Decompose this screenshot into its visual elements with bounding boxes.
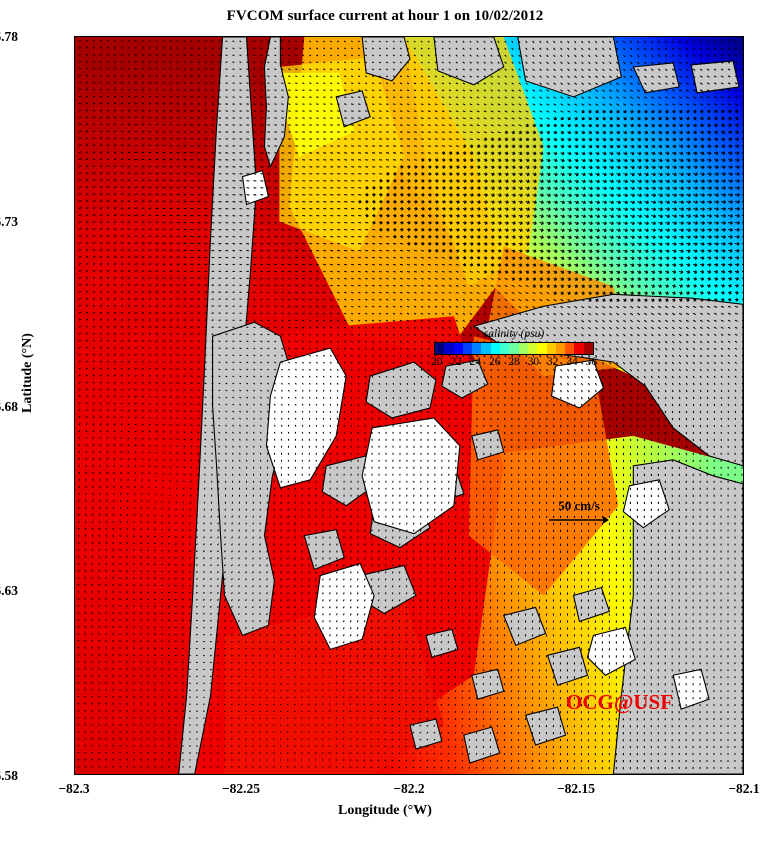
colorbar-tick-32: 32 [546,356,559,368]
x-tick-82-10: −82.1 [728,781,760,796]
colorbar-swatch-10 [527,343,538,354]
colorbar-tick-20: 20 [431,356,443,368]
y-tick-26-68: 26.68 [0,399,18,414]
colorbar-swatch-16 [583,343,594,354]
colorbar-swatch-0 [435,343,445,354]
colorbar-swatch-4 [472,343,482,354]
colorbar-tick-28: 28 [508,356,520,368]
velocity-scale-label: 50 cm/s [558,498,600,513]
colorbar-swatch-13 [555,343,566,354]
colorbar-tick-24: 24 [469,356,482,368]
colorbar-swatch-7 [500,343,510,354]
colorbar-swatch-14 [565,343,575,354]
x-axis-label: Longitude (°W) [338,803,432,818]
velocity-scale-arrow-icon [549,516,609,524]
y-tick-26-58: 26.58 [0,768,18,783]
colorbar-swatch-8 [509,343,519,354]
colorbar-swatch-3 [462,343,473,354]
colorbar-tick-36: 36 [585,356,598,368]
colorbar-swatch-2 [453,343,463,354]
current-vector-layer [77,40,743,770]
colorbar-swatch-5 [481,343,491,354]
colorbar-swatch-12 [546,343,556,354]
colorbar-tick-30: 30 [527,356,540,368]
colorbar-tick-22: 22 [450,356,462,368]
figure-title: FVCOM surface current at hour 1 on 10/02… [226,8,544,24]
x-tick-82-25: −82.25 [221,781,261,796]
y-tick-26-73: 26.73 [0,214,18,229]
land-mask-layer [178,37,743,774]
colorbar-title: salinity (psu) [483,328,545,340]
x-tick-82-15: −82.15 [556,781,596,796]
salinity-colorbar: salinity (psu) 20 22 24 26 28 30 32 34 36 [424,328,604,368]
velocity-scale-reference: 50 cm/s [524,498,634,527]
y-tick-26-78: 26.78 [0,29,18,44]
colorbar-tick-labels: 20 22 24 26 28 30 32 34 36 [431,356,597,368]
watermark-label: OCG@USF [566,690,674,714]
colorbar-gradient [434,342,594,355]
x-tick-82-30: −82.3 [58,781,90,796]
colorbar-swatch-11 [537,343,547,354]
colorbar-tick-26: 26 [488,356,501,368]
colorbar-swatch-15 [574,343,584,354]
x-tick-82-20: −82.2 [393,781,425,796]
colorbar-swatch-1 [444,343,454,354]
y-tick-26-63: 26.63 [0,583,18,598]
colorbar-swatch-9 [518,343,528,354]
colorbar-swatch-6 [490,343,501,354]
map-plot-area [74,36,744,775]
current-arrows [77,40,743,770]
colorbar-tick-34: 34 [566,356,578,368]
y-axis-label: Latitude (°N) [20,333,35,413]
